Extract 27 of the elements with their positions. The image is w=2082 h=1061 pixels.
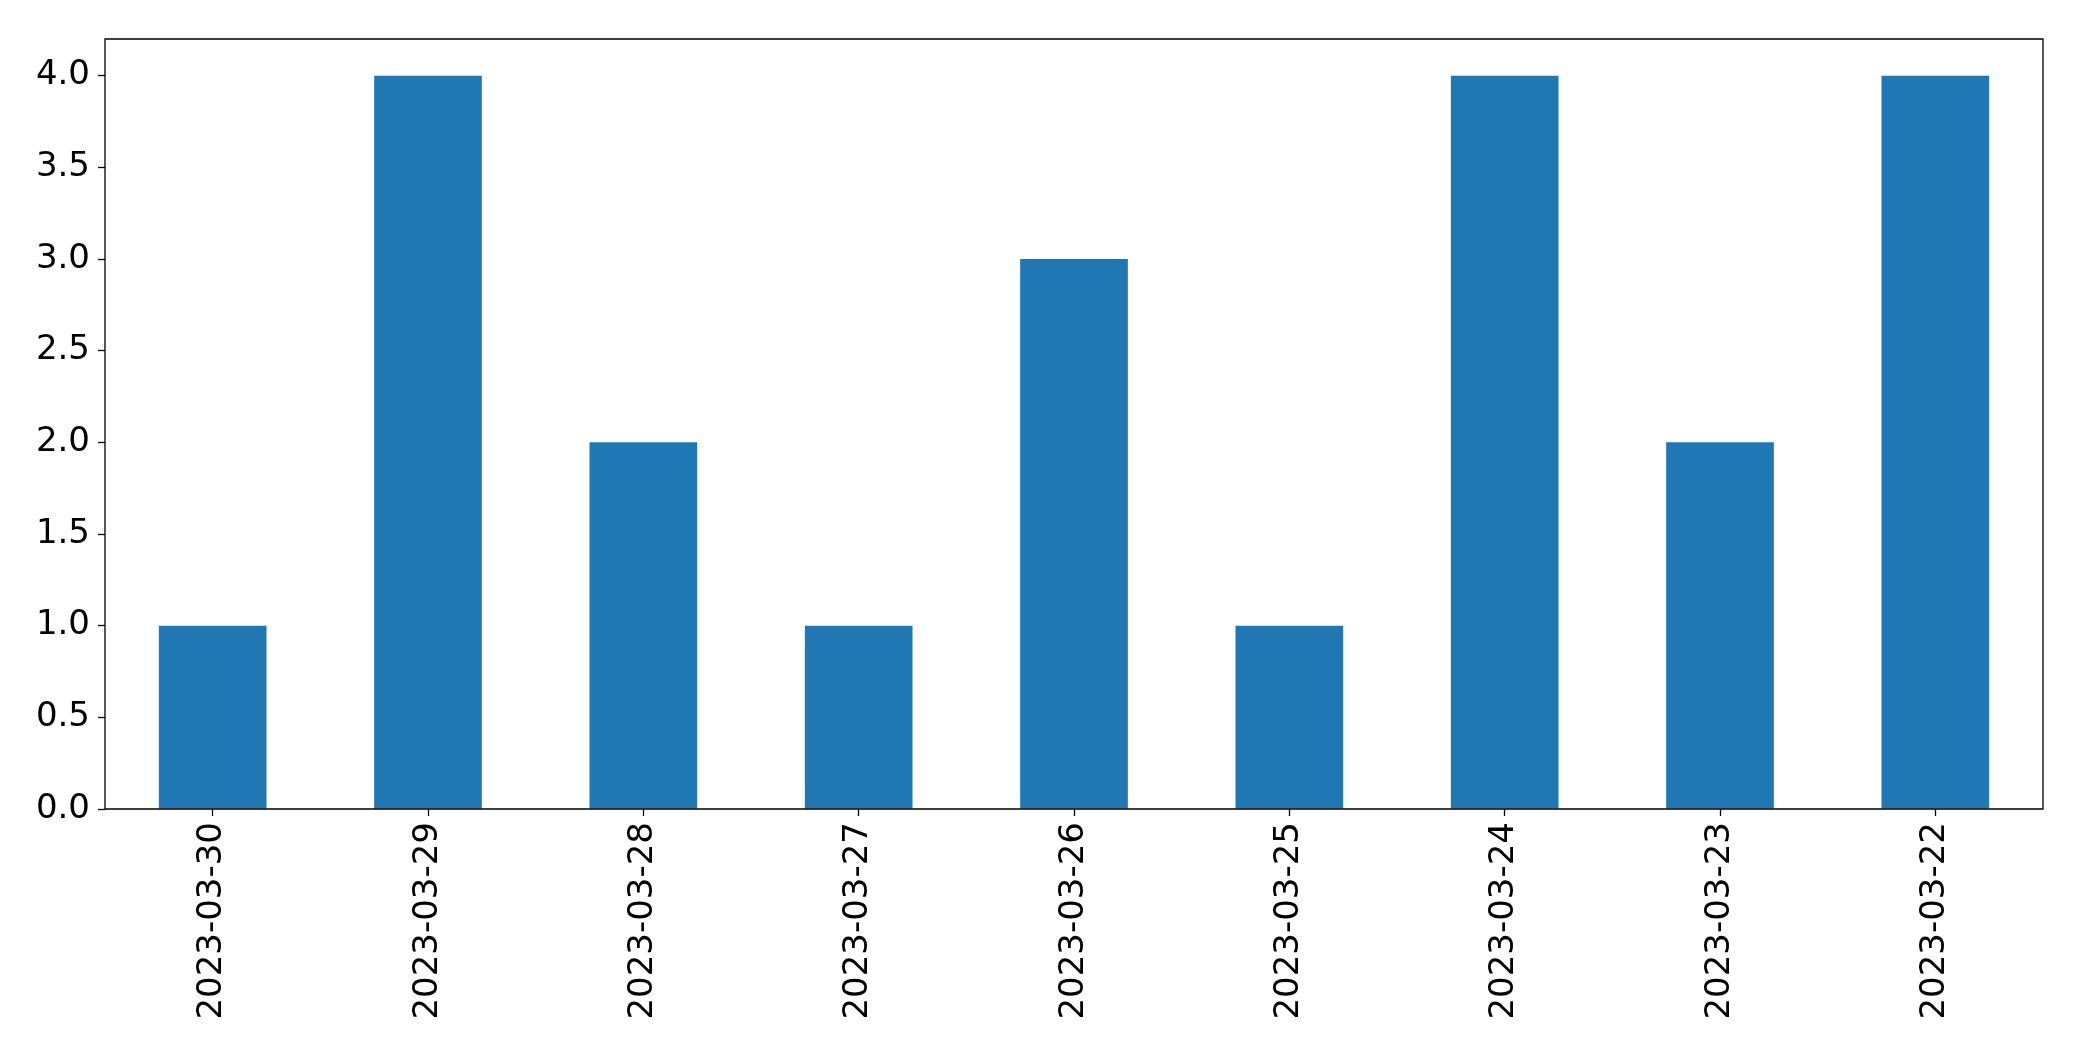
x-tick-label: 2023-03-26 xyxy=(1050,822,1091,1020)
x-tick-label: 2023-03-27 xyxy=(835,822,876,1020)
y-tick-label: 2.0 xyxy=(35,419,90,460)
bar xyxy=(589,442,698,809)
x-tick-label: 2023-03-22 xyxy=(1912,822,1953,1020)
bar xyxy=(374,75,482,809)
y-tick-label: 0.5 xyxy=(35,694,90,735)
x-tick-label: 2023-03-24 xyxy=(1481,822,1522,1020)
bar xyxy=(1235,625,1344,809)
bar xyxy=(1881,75,1990,809)
y-tick-label: 4.0 xyxy=(35,52,90,93)
bar xyxy=(1020,259,1128,809)
bar xyxy=(1450,75,1559,809)
bar xyxy=(804,625,913,809)
x-tick-label: 2023-03-29 xyxy=(404,822,445,1020)
bar xyxy=(1666,442,1774,809)
x-tick-label: 2023-03-23 xyxy=(1696,822,1737,1020)
y-tick-label: 2.5 xyxy=(35,327,90,368)
y-tick-label: 3.5 xyxy=(35,144,90,185)
y-tick-label: 1.0 xyxy=(35,602,90,643)
y-tick-label: 0.0 xyxy=(35,785,90,826)
x-tick-label: 2023-03-25 xyxy=(1266,822,1307,1020)
y-tick-label: 1.5 xyxy=(35,510,90,551)
x-tick-label: 2023-03-28 xyxy=(620,822,661,1020)
y-tick-label: 3.0 xyxy=(35,235,90,276)
bar xyxy=(158,625,267,809)
x-tick-label: 2023-03-30 xyxy=(189,822,230,1020)
